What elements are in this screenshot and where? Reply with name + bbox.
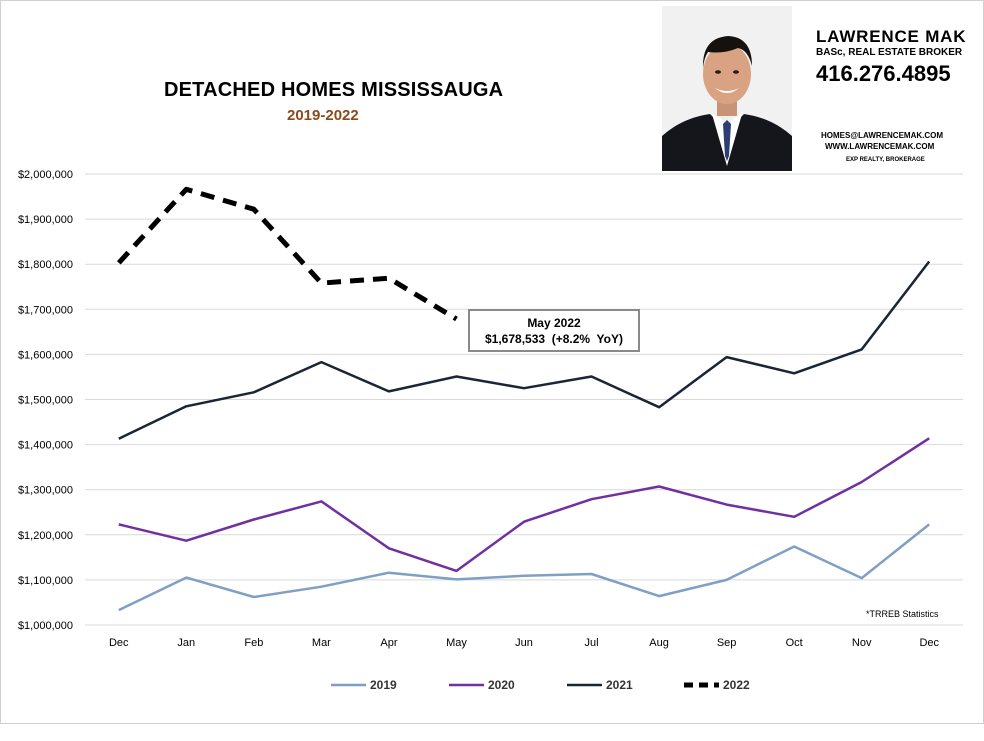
agent-photo — [662, 6, 792, 171]
y-tick-label: $2,000,000 — [18, 169, 73, 181]
x-tick-label: Feb — [244, 637, 263, 649]
x-tick-label: Apr — [380, 637, 397, 649]
callout-line-2: $1,678,533 (+8.2% YoY) — [485, 332, 623, 346]
series-line-2022 — [116, 186, 458, 322]
y-tick-label: $1,300,000 — [18, 485, 73, 497]
series-line-2021 — [118, 260, 931, 440]
chart-title: DETACHED HOMES MISSISSAUGA — [164, 79, 504, 101]
legend-label-2020: 2020 — [488, 678, 515, 692]
may-2022-callout: May 2022 $1,678,533 (+8.2% YoY) — [468, 309, 640, 352]
y-tick-label: $1,100,000 — [18, 575, 73, 587]
x-tick-label: Aug — [649, 637, 669, 649]
y-axis-ticks: $1,000,000 $1,100,000 $1,200,000 $1,300,000… — [18, 169, 73, 632]
gridlines — [85, 173, 963, 626]
agent-website: WWW.LAWRENCEMAK.COM — [825, 142, 935, 151]
x-tick-label: Jan — [177, 637, 195, 649]
legend: 2019 2020 2021 2022 — [331, 678, 750, 692]
y-tick-label: $1,700,000 — [18, 304, 73, 316]
x-tick-label: Dec — [109, 637, 129, 649]
source-note: *TRREB Statistics — [866, 609, 939, 619]
agent-email: HOMES@LAWRENCEMAK.COM — [821, 131, 944, 140]
y-tick-label: $1,500,000 — [18, 395, 73, 407]
x-tick-label: Dec — [919, 637, 939, 649]
x-tick-label: May — [446, 637, 467, 649]
y-tick-label: $1,400,000 — [18, 440, 73, 452]
x-tick-label: Nov — [852, 637, 872, 649]
legend-label-2022: 2022 — [723, 678, 750, 692]
agent-portrait-icon — [662, 6, 792, 171]
series-lines — [116, 186, 931, 612]
y-tick-label: $1,900,000 — [18, 214, 73, 226]
x-tick-label: Jul — [585, 637, 599, 649]
x-tick-label: Sep — [717, 637, 737, 649]
callout-line-1: May 2022 — [527, 316, 581, 330]
legend-label-2021: 2021 — [606, 678, 633, 692]
x-tick-label: Mar — [312, 637, 331, 649]
x-axis-ticks: Dec Jan Feb Mar Apr May Jun Jul Aug Sep Oct Nov Dec — [109, 637, 940, 649]
agent-brokerage: EXP REALTY, BROKERAGE — [846, 157, 925, 163]
agent-phone: 416.276.4895 — [816, 61, 951, 86]
legend-label-2019: 2019 — [370, 678, 397, 692]
x-tick-label: Jun — [515, 637, 533, 649]
agent-name: LAWRENCE MAK — [816, 27, 967, 46]
agent-role: BASc, REAL ESTATE BROKER — [816, 47, 963, 58]
y-tick-label: $1,200,000 — [18, 530, 73, 542]
x-tick-label: Oct — [786, 637, 803, 649]
series-line-2020 — [118, 437, 930, 573]
chart-frame: $1,000,000 $1,100,000 $1,200,000 $1,300,000… — [0, 0, 984, 724]
series-line-2019 — [118, 523, 930, 612]
y-tick-label: $1,800,000 — [18, 259, 73, 271]
y-tick-label: $1,600,000 — [18, 349, 73, 361]
y-tick-label: $1,000,000 — [18, 620, 73, 632]
chart-subtitle: 2019-2022 — [287, 107, 359, 124]
